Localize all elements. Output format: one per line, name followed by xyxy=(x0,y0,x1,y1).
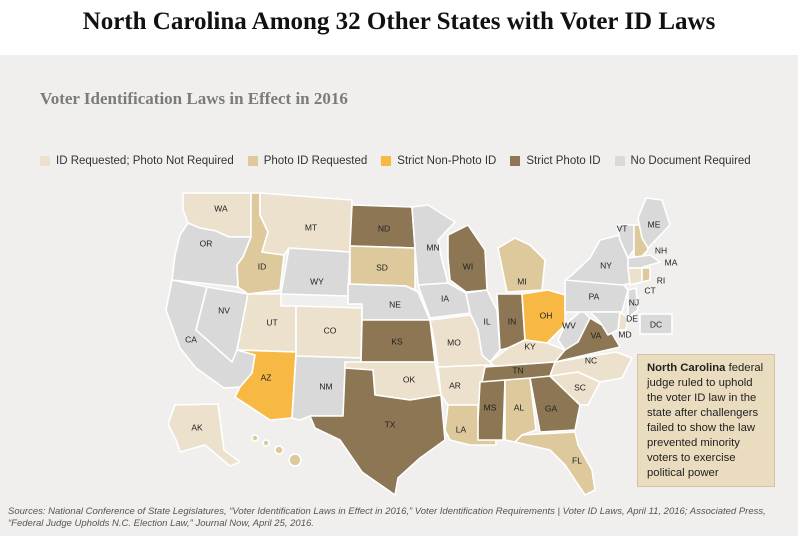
state-HI-island xyxy=(251,434,259,442)
state-ME xyxy=(637,197,671,249)
state-WY xyxy=(280,247,351,297)
state-VT xyxy=(616,224,635,259)
source-note: Sources: National Conference of State Le… xyxy=(8,506,766,529)
state-label-SC: SC xyxy=(574,382,586,392)
legend-label: Strict Non-Photo ID xyxy=(397,155,497,167)
legend-label: Photo ID Requested xyxy=(263,155,368,167)
legend-item-no-document: No Document Required xyxy=(614,155,751,167)
state-label-MA: MA xyxy=(665,257,678,267)
state-label-FL: FL xyxy=(572,455,582,465)
state-label-MS: MS xyxy=(484,402,497,412)
state-label-CO: CO xyxy=(324,325,337,335)
state-label-AK: AK xyxy=(191,422,203,432)
state-label-CA: CA xyxy=(185,334,197,344)
state-label-ND: ND xyxy=(378,223,390,233)
state-label-KS: KS xyxy=(391,336,403,346)
state-label-VT: VT xyxy=(617,223,628,233)
legend-label: ID Requested; Photo Not Required xyxy=(56,155,234,167)
state-label-ID: ID xyxy=(258,261,267,271)
legend-label: No Document Required xyxy=(630,155,751,167)
state-label-ME: ME xyxy=(648,219,661,229)
state-label-AZ: AZ xyxy=(261,372,272,382)
state-label-WY: WY xyxy=(310,276,324,286)
legend-swatch xyxy=(510,156,521,166)
state-label-WI: WI xyxy=(463,261,473,271)
state-label-MN: MN xyxy=(426,242,439,252)
state-label-NJ: NJ xyxy=(629,297,639,307)
state-label-NE: NE xyxy=(389,299,401,309)
state-label-MO: MO xyxy=(447,337,461,347)
state-label-IL: IL xyxy=(483,316,490,326)
callout-text: federal judge ruled to uphold the voter … xyxy=(647,362,764,479)
state-HI-island xyxy=(262,439,270,447)
legend-item-id-requested: ID Requested; Photo Not Required xyxy=(40,155,234,167)
state-label-NV: NV xyxy=(218,305,230,315)
state-MN xyxy=(411,204,456,286)
state-label-NH: NH xyxy=(655,245,667,255)
legend-swatch xyxy=(614,156,625,166)
state-WI xyxy=(447,224,488,293)
state-label-OH: OH xyxy=(540,310,553,320)
state-MS xyxy=(477,379,506,441)
state-TX xyxy=(309,367,446,496)
state-label-CT: CT xyxy=(644,285,655,295)
state-label-VA: VA xyxy=(591,330,602,340)
state-MD xyxy=(589,311,621,336)
state-GA xyxy=(529,375,581,433)
state-label-WA: WA xyxy=(214,203,228,213)
legend-label: Strict Photo ID xyxy=(526,155,601,167)
state-HI-island xyxy=(288,453,302,467)
state-label-MI: MI xyxy=(517,276,526,286)
state-FL xyxy=(514,431,596,496)
map-subtitle: Voter Identification Laws in Effect in 2… xyxy=(40,89,348,108)
state-MI xyxy=(497,237,546,293)
legend-item-photo-requested: Photo ID Requested xyxy=(247,155,368,167)
state-label-LA: LA xyxy=(456,424,467,434)
state-label-DE: DE xyxy=(626,313,638,323)
state-AK xyxy=(167,403,241,467)
state-HI-island xyxy=(274,445,284,455)
state-label-AR: AR xyxy=(449,380,461,390)
state-label-IA: IA xyxy=(441,293,449,303)
north-carolina-callout: North Carolina federal judge ruled to up… xyxy=(637,354,775,487)
state-DC xyxy=(639,313,673,335)
legend-item-strict-nonphoto: Strict Non-Photo ID xyxy=(381,155,496,167)
state-label-IN: IN xyxy=(508,316,517,326)
state-label-AL: AL xyxy=(514,402,525,412)
state-RI xyxy=(641,267,651,283)
state-label-MT: MT xyxy=(305,222,317,232)
legend-swatch xyxy=(40,156,50,166)
state-NV xyxy=(195,286,249,363)
state-MA xyxy=(627,254,661,269)
state-label-RI: RI xyxy=(657,275,666,285)
state-label-MD: MD xyxy=(618,329,631,339)
state-label-NC: NC xyxy=(585,355,597,365)
state-label-TX: TX xyxy=(385,419,396,429)
state-label-NY: NY xyxy=(600,260,612,270)
state-NC xyxy=(549,351,633,383)
page-title: North Carolina Among 32 Other States wit… xyxy=(82,8,716,35)
state-label-UT: UT xyxy=(266,317,277,327)
state-NJ xyxy=(627,287,639,319)
state-label-WV: WV xyxy=(562,320,576,330)
state-label-PA: PA xyxy=(589,291,600,301)
state-label-OK: OK xyxy=(403,374,416,384)
state-label-OR: OR xyxy=(200,238,213,248)
callout-state: North Carolina xyxy=(647,362,726,374)
state-CT xyxy=(627,267,643,286)
map-legend: ID Requested; Photo Not Required Photo I… xyxy=(40,155,751,167)
state-label-DC: DC xyxy=(650,319,662,329)
legend-swatch xyxy=(381,156,392,166)
state-label-SD: SD xyxy=(376,262,388,272)
state-label-GA: GA xyxy=(545,403,558,413)
state-label-NM: NM xyxy=(319,381,332,391)
legend-item-strict-photo: Strict Photo ID xyxy=(510,155,601,167)
state-label-TN: TN xyxy=(512,365,523,375)
state-label-KY: KY xyxy=(524,341,536,351)
legend-swatch xyxy=(247,156,258,166)
